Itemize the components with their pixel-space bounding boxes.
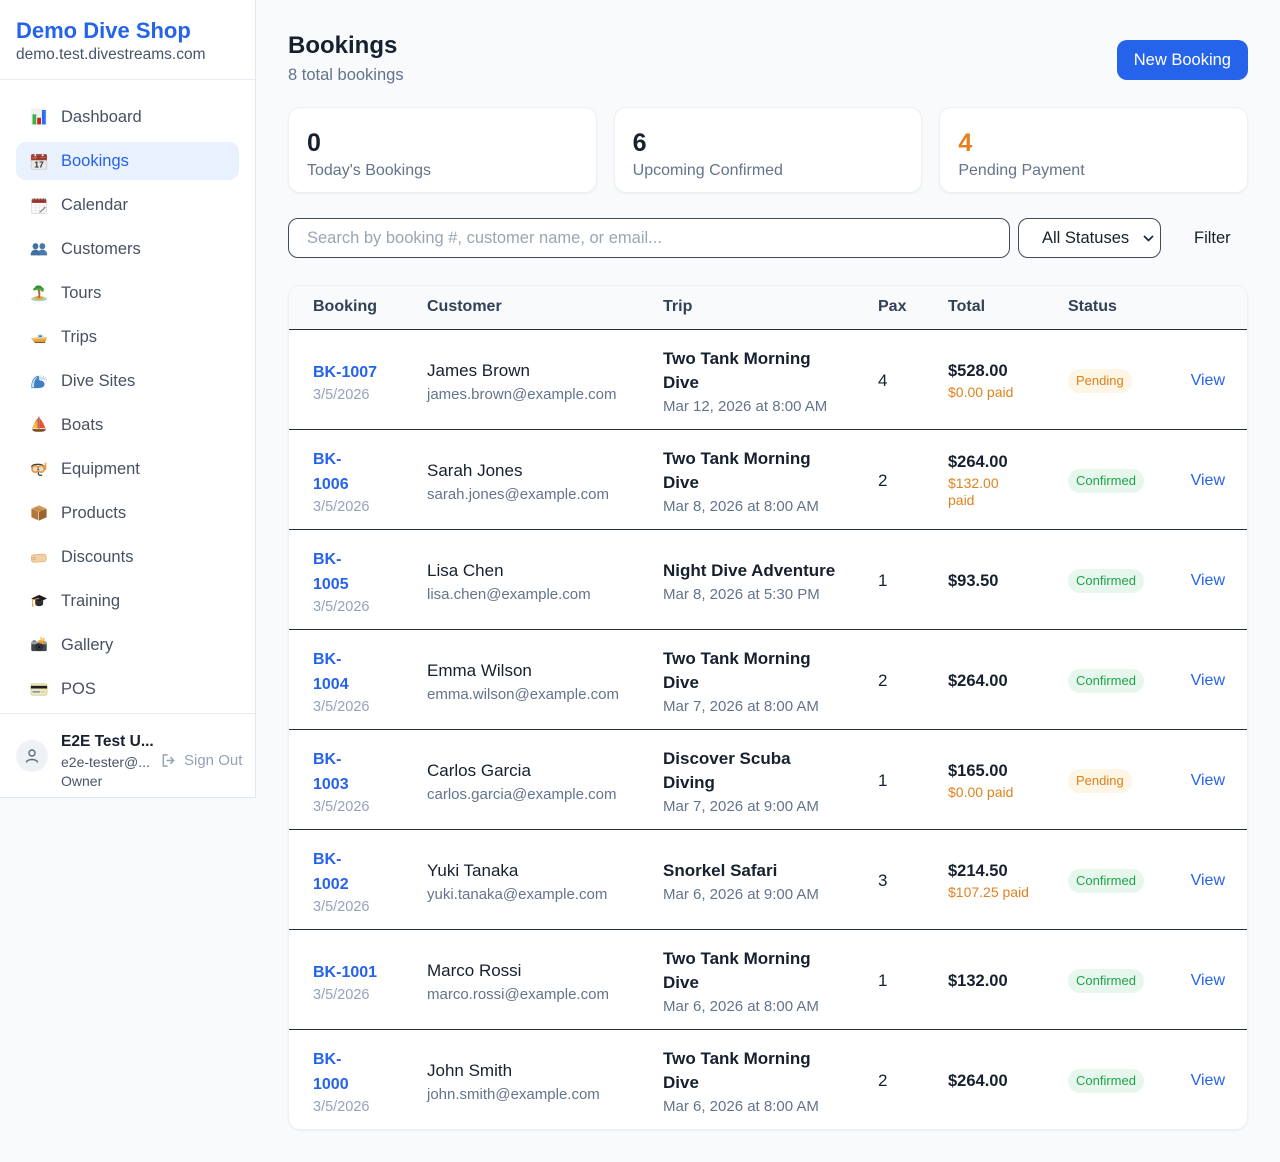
svg-text:17: 17 bbox=[34, 159, 44, 169]
